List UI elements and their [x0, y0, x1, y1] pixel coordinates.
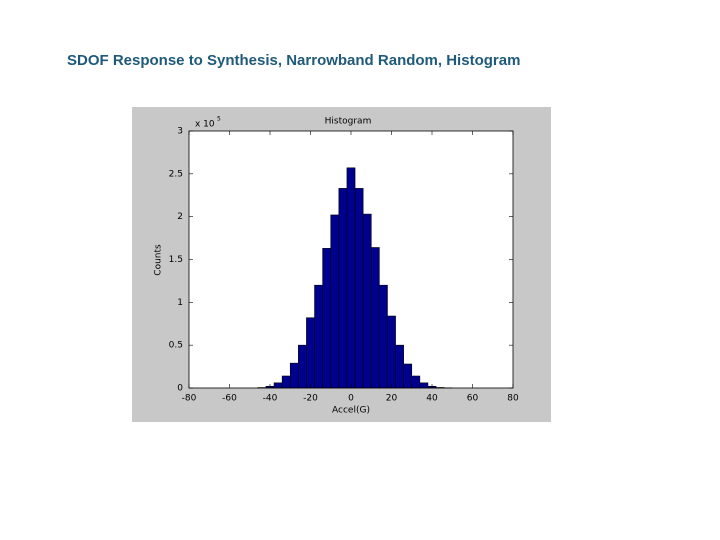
- bar: [330, 214, 340, 389]
- bar: [314, 284, 323, 389]
- y-tick-label: 1.5: [169, 255, 183, 265]
- y-tick-label: 2.5: [169, 169, 183, 179]
- x-axis-label: Accel(G): [332, 406, 370, 416]
- bar: [411, 375, 421, 389]
- bar: [306, 317, 315, 389]
- y-axis-label: Counts: [154, 244, 164, 276]
- y-exponent: x 10: [195, 120, 215, 130]
- y-exponent-power: 5: [217, 116, 221, 123]
- bar: [354, 188, 364, 389]
- y-tick-label: 2: [177, 212, 183, 222]
- bar: [273, 382, 283, 389]
- x-tick-label: 0: [348, 394, 354, 404]
- bar: [395, 344, 404, 389]
- bar: [322, 248, 332, 389]
- x-tick-label: 80: [507, 394, 519, 404]
- x-tick-label: -40: [263, 394, 278, 404]
- bar: [379, 284, 388, 389]
- bar: [346, 167, 356, 389]
- x-tick-label: -80: [182, 394, 197, 404]
- bar: [281, 375, 291, 389]
- bar: [289, 362, 299, 389]
- x-tick-label: 60: [467, 394, 479, 404]
- plot-frame: [188, 130, 514, 389]
- y-tick-label: 1: [177, 298, 183, 308]
- bar: [338, 188, 348, 389]
- bar: [419, 382, 429, 389]
- bar: [370, 247, 380, 389]
- bar: [362, 213, 372, 389]
- bar: [298, 344, 307, 389]
- y-tick-label: 0: [177, 384, 183, 394]
- x-tick-label: -20: [303, 394, 318, 404]
- bar: [387, 315, 396, 389]
- x-tick-label: 20: [386, 394, 398, 404]
- chart-title: Histogram: [325, 117, 372, 127]
- bar: [403, 363, 413, 389]
- slide-title: SDOF Response to Synthesis, Narrowband R…: [67, 52, 521, 69]
- x-tick-label: -60: [222, 394, 237, 404]
- x-tick-label: 40: [426, 394, 438, 404]
- y-tick-label: 0.5: [169, 341, 183, 351]
- y-tick-label: 3: [177, 127, 183, 137]
